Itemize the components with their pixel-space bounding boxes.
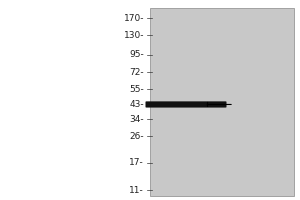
Text: 34-: 34- bbox=[129, 115, 144, 124]
Text: 95-: 95- bbox=[129, 50, 144, 59]
Text: 43-: 43- bbox=[129, 100, 144, 109]
Text: 26-: 26- bbox=[129, 132, 144, 141]
Text: 170-: 170- bbox=[124, 14, 144, 23]
Text: 11-: 11- bbox=[129, 186, 144, 195]
Text: 130-: 130- bbox=[124, 31, 144, 40]
FancyBboxPatch shape bbox=[146, 101, 226, 108]
Text: 17-: 17- bbox=[129, 158, 144, 167]
Bar bbox=[150, 8, 294, 196]
Text: 55-: 55- bbox=[129, 85, 144, 94]
Text: 72-: 72- bbox=[129, 68, 144, 77]
